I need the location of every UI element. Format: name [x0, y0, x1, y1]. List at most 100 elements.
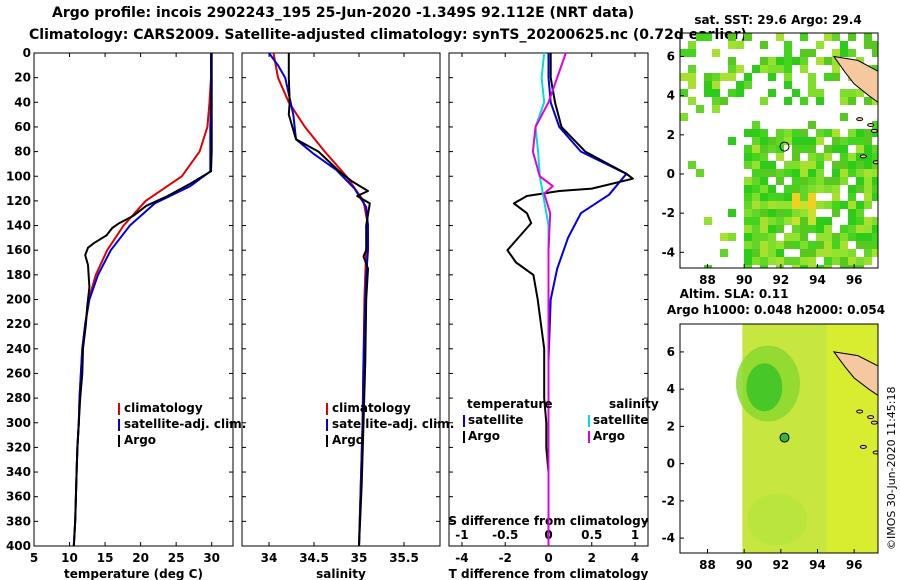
sst-pixel	[808, 145, 816, 153]
y-tick-label: 60	[14, 120, 31, 134]
map-x-tick-label: 92	[772, 558, 789, 572]
sst-pixel	[856, 241, 864, 249]
sst-pixel	[792, 225, 800, 233]
sst-pixel	[808, 241, 816, 249]
sst-pixel	[744, 193, 752, 201]
sst-pixel	[824, 257, 832, 265]
sst-pixel	[856, 137, 864, 145]
salinity-x-tick-label: 34.5	[299, 551, 329, 565]
argo-position-marker	[779, 432, 790, 443]
temperature-legend-label: climatology	[124, 401, 203, 415]
sst-pixel	[736, 65, 744, 73]
sst-pixel	[776, 257, 784, 265]
sst-pixel	[856, 129, 864, 137]
sst-pixel	[760, 129, 768, 137]
legend-header-temperature: temperature	[467, 397, 552, 411]
sst-pixel	[768, 185, 776, 193]
sst-pixel	[816, 169, 824, 177]
sst-pixel	[760, 265, 768, 268]
sst-pixel	[728, 57, 736, 65]
sst-pixel	[744, 225, 752, 233]
y-tick-label: 280	[6, 391, 31, 405]
sst-pixel	[784, 49, 792, 57]
sst-pixel	[864, 97, 872, 105]
y-tick-label: 360	[6, 490, 31, 504]
sst-pixel	[800, 249, 808, 257]
sst-pixel	[784, 129, 792, 137]
sst-pixel	[720, 249, 728, 257]
sst-pixel	[840, 169, 848, 177]
sst-pixel	[848, 153, 856, 161]
sst-pixel	[776, 153, 784, 161]
sst-pixel	[712, 89, 720, 97]
land-sumatra	[832, 55, 878, 103]
sst-pixel	[768, 233, 776, 241]
sst-pixel	[760, 249, 768, 257]
sst-pixel	[832, 73, 840, 81]
sst-pixel	[848, 185, 856, 193]
sst-pixel	[808, 185, 816, 193]
sst-pixel	[840, 241, 848, 249]
salinity-x-tick-label: 35	[351, 551, 368, 565]
sst-pixel	[824, 217, 832, 225]
sst-pixel	[856, 217, 864, 225]
sst-pixel	[752, 193, 760, 201]
salinity-legend-label: climatology	[332, 401, 411, 415]
sst-pixel	[752, 185, 760, 193]
temperature-x-tick-label: 20	[132, 551, 149, 565]
sst-pixel	[776, 217, 784, 225]
sst-pixel	[856, 57, 864, 65]
sst-pixel	[768, 57, 776, 65]
sst-pixel	[832, 145, 840, 153]
sst-pixel	[824, 241, 832, 249]
temperature-legend-label: Argo	[124, 433, 156, 447]
sst-pixel	[688, 65, 696, 73]
s-diff-tick-label: 0.5	[581, 528, 602, 542]
sst-pixel	[776, 169, 784, 177]
sst-pixel	[800, 217, 808, 225]
sst-pixel	[752, 121, 760, 129]
sst-pixel	[864, 145, 872, 153]
sst-pixel	[728, 65, 736, 73]
sst-pixel	[720, 233, 728, 241]
sst-pixel	[840, 161, 848, 169]
sst-pixel	[864, 201, 872, 209]
sst-pixel	[856, 161, 864, 169]
sst-pixel	[864, 33, 872, 41]
y-tick-label: 240	[6, 342, 31, 356]
map-x-tick-label: 94	[809, 558, 826, 572]
sst-pixel	[792, 185, 800, 193]
sst-pixel	[768, 89, 776, 97]
title-line-2: Climatology: CARS2009. Satellite-adjuste…	[29, 27, 747, 43]
sst-pixel	[760, 217, 768, 225]
y-tick-label: 300	[6, 416, 31, 430]
island	[867, 415, 875, 420]
y-tick-label: 100	[6, 169, 31, 183]
sst-pixel	[864, 129, 872, 137]
sst-pixel	[800, 233, 808, 241]
salinity-legend-label: Argo	[332, 433, 364, 447]
sst-pixel	[784, 73, 792, 81]
sst-pixel	[752, 233, 760, 241]
sst-pixel	[752, 65, 760, 73]
island	[872, 160, 878, 165]
sst-pixel	[800, 201, 808, 209]
differences-series-t-satellite	[547, 53, 628, 546]
sst-pixel	[848, 249, 856, 257]
sst-pixel	[872, 129, 878, 137]
map-x-tick-label: 92	[772, 273, 789, 287]
differences-series-t-argo	[506, 53, 634, 546]
sst-pixel	[792, 169, 800, 177]
sst-pixel	[768, 225, 776, 233]
sst-pixel	[824, 249, 832, 257]
sst-pixel	[720, 73, 728, 81]
sst-pixel	[712, 105, 720, 113]
map-y-tick-label: -2	[662, 494, 675, 508]
y-tick-label: 180	[6, 268, 31, 282]
map-x-tick-label: 90	[736, 558, 753, 572]
sst-pixel	[816, 161, 824, 169]
sst-pixel	[792, 129, 800, 137]
sst-pixel	[848, 161, 856, 169]
sst-pixel	[712, 49, 720, 57]
